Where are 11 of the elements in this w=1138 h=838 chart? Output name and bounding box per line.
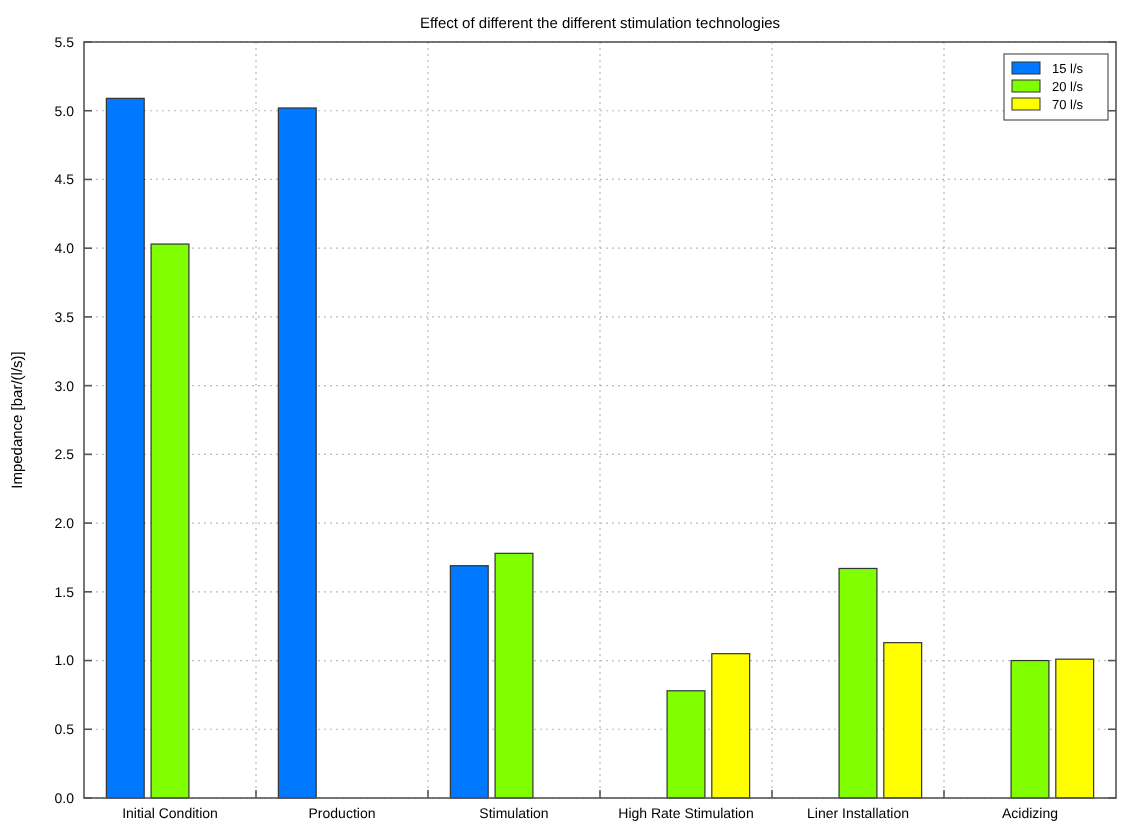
bar <box>883 642 923 799</box>
bar <box>449 565 489 799</box>
bar <box>150 243 190 799</box>
bar <box>711 653 751 799</box>
bar <box>494 552 534 799</box>
bar <box>105 97 145 799</box>
bar <box>838 567 878 799</box>
bar <box>666 690 706 799</box>
bar <box>1010 659 1050 799</box>
bar <box>277 107 317 799</box>
bar <box>1055 658 1095 799</box>
